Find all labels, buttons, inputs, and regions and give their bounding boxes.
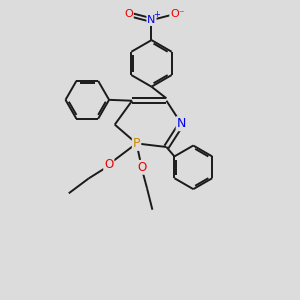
Text: P: P (133, 137, 140, 150)
Text: +: + (153, 10, 160, 19)
Text: O: O (104, 158, 113, 171)
Text: N: N (177, 117, 186, 130)
Text: O: O (137, 161, 146, 174)
Text: O: O (124, 9, 133, 19)
Text: N: N (147, 15, 156, 25)
Text: O⁻: O⁻ (170, 9, 185, 19)
